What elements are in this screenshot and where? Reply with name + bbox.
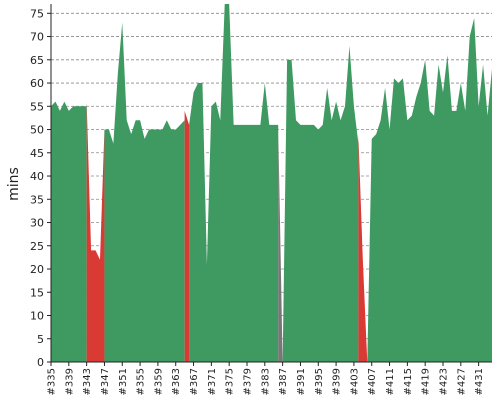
y-tick-label: 40 bbox=[30, 170, 44, 183]
y-tick-label: 70 bbox=[30, 31, 44, 44]
y-tick-label: 65 bbox=[30, 54, 44, 67]
y-tick-label: 0 bbox=[37, 356, 44, 369]
x-tick-label: #419 bbox=[421, 368, 432, 395]
area-failure-7 bbox=[358, 134, 368, 362]
y-tick-label: 25 bbox=[30, 240, 44, 253]
x-tick-label: #423 bbox=[439, 368, 450, 395]
x-tick-label: #431 bbox=[474, 368, 485, 395]
area-failure-3 bbox=[184, 110, 190, 363]
x-tick-label: #383 bbox=[260, 368, 271, 395]
area-success-2 bbox=[104, 22, 185, 362]
y-axis-label: mins bbox=[6, 167, 22, 201]
y-tick-label: 35 bbox=[30, 193, 44, 206]
x-tick-label: #395 bbox=[314, 368, 325, 395]
x-tick-label: #371 bbox=[207, 368, 218, 395]
y-tick-label: 75 bbox=[30, 7, 44, 20]
x-tick-label: #343 bbox=[82, 368, 93, 395]
area-success-4 bbox=[189, 4, 279, 362]
x-tick-label: #351 bbox=[118, 368, 129, 395]
area-success-0 bbox=[51, 101, 87, 363]
x-tick-label: #407 bbox=[367, 368, 378, 395]
area-success-8 bbox=[367, 17, 492, 362]
x-tick-label: #347 bbox=[100, 368, 111, 395]
y-tick-labels: 0 5 10 15 20 25 30 35 40 45 50 55 60 65 70 75 bbox=[30, 7, 51, 369]
x-tick-label: #367 bbox=[189, 368, 200, 395]
axes bbox=[47, 4, 492, 366]
area-success-6 bbox=[282, 45, 359, 363]
series-areas bbox=[51, 4, 492, 363]
y-tick-label: 20 bbox=[30, 263, 44, 276]
y-tick-label: 10 bbox=[30, 310, 44, 323]
x-tick-label: #375 bbox=[225, 368, 236, 395]
x-tick-labels: #335 #339 #343 #347 #351 #355 #359 #363 #367 #371… bbox=[47, 362, 485, 395]
area-failure-1 bbox=[86, 101, 105, 363]
x-tick-label: #427 bbox=[456, 368, 467, 395]
x-tick-label: #399 bbox=[332, 368, 343, 395]
y-tick-label: 50 bbox=[30, 124, 44, 137]
x-tick-label: #415 bbox=[403, 368, 414, 395]
x-tick-label: #355 bbox=[136, 368, 147, 395]
x-tick-label: #403 bbox=[349, 368, 360, 395]
x-tick-label: #335 bbox=[47, 368, 58, 395]
x-tick-label: #363 bbox=[171, 368, 182, 395]
area-aborted-5 bbox=[278, 124, 283, 362]
y-tick-label: 15 bbox=[30, 286, 44, 299]
x-tick-label: #359 bbox=[153, 368, 164, 395]
x-tick-label: #411 bbox=[385, 368, 396, 395]
x-tick-label: #339 bbox=[64, 368, 75, 395]
x-tick-label: #391 bbox=[296, 368, 307, 395]
y-tick-label: 30 bbox=[30, 217, 44, 230]
y-tick-label: 55 bbox=[30, 100, 44, 113]
y-tick-label: 5 bbox=[37, 333, 44, 346]
y-tick-label: 60 bbox=[30, 77, 44, 90]
y-tick-label: 45 bbox=[30, 147, 44, 160]
x-tick-label: #387 bbox=[278, 368, 289, 395]
x-tick-label: #379 bbox=[243, 368, 254, 395]
